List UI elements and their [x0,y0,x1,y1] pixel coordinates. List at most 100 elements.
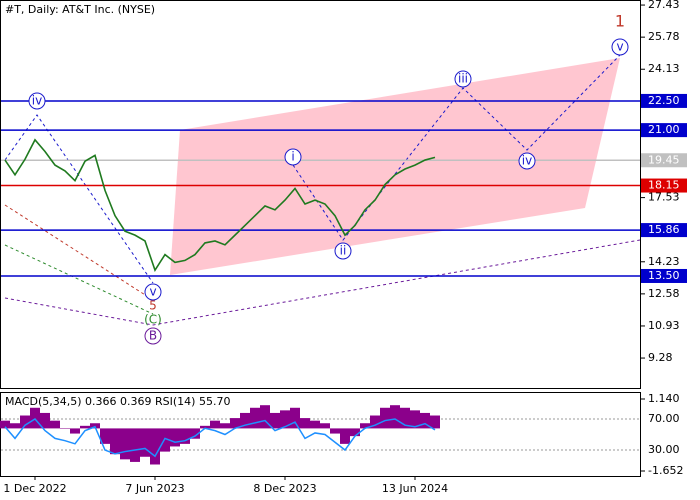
macd-bar [280,410,290,429]
macd-bar [90,423,100,429]
macd-bar [380,407,390,429]
wave-circle [611,38,629,56]
rsi-line [4,418,436,458]
y-tick-label: 14.23 [648,255,680,268]
macd-bar [300,418,310,429]
wave-label: (C) [144,313,162,327]
x-tick-label: 1 Dec 2022 [3,482,66,495]
macd-bar [400,407,410,429]
price-frame [0,0,641,389]
macd-bar [240,412,250,429]
wave-label: iv [32,94,42,108]
macd-bar [390,405,400,429]
macd-bar [430,415,440,429]
level-label-box [641,223,687,238]
x-tick-label: 13 Jun 2024 [382,482,448,495]
macd-bar [120,428,130,460]
level-label-box [641,93,687,108]
price-line [4,138,436,272]
level-label-box [641,178,687,193]
wave-label: v [149,285,156,299]
macd-bar [270,412,280,429]
macd-bar [170,428,180,447]
y-tick-label: 27.43 [648,0,680,11]
macd-bar [340,428,350,444]
level-label-box [641,153,687,168]
macd-bar [200,425,210,429]
y-tick-label: -1.652 [648,464,683,477]
level-label-box [641,123,687,138]
macd-bar [190,428,200,439]
x-tick-label: 8 Dec 2023 [253,482,316,495]
wave-circle [144,283,162,301]
macd-bar [60,428,70,429]
level-label: 21.00 [648,123,680,136]
y-tick-label: 17.53 [648,191,680,204]
macd-bar [180,428,190,444]
y-tick-label: 12.58 [648,287,680,300]
y-tick-label: 1.140 [648,392,680,405]
macd-bar [310,420,320,429]
macd-bar [230,418,240,429]
macd-bar [50,420,60,429]
macd-bar [70,428,80,434]
macd-bar [40,412,50,429]
y-tick-label: 9.28 [648,351,673,364]
indicator-title: MACD(5,34,5) 0.366 0.369 RSI(14) 55.70 [5,395,230,408]
level-label: 13.50 [648,269,680,282]
macd-bar [360,423,370,429]
macd-bar [140,428,150,457]
trend-channel [170,58,620,275]
macd-bar [290,407,300,429]
macd-bar [220,423,230,429]
macd-bar [160,428,170,452]
wave-label: v [616,40,623,54]
macd-bar [330,428,340,434]
macd-bar [10,423,20,429]
wave-circle [518,152,536,170]
macd-bar [410,410,420,429]
chart-title: #T, Daily: AT&T Inc. (NYSE) [5,3,155,16]
macd-bar [420,412,430,429]
macd-bar [80,425,90,429]
wave-label: i [291,150,294,164]
macd-bar [110,428,120,455]
macd-bar [260,405,270,429]
macd-bar [30,407,40,429]
y-tick-label: 10.93 [648,319,680,332]
y-tick-label: 24.13 [648,62,680,75]
wave-circle [28,92,46,110]
wave-circle [284,148,302,166]
level-label: 19.45 [648,153,680,166]
wave-label: iv [522,154,532,168]
macd-bar [370,415,380,429]
level-label: 18.15 [648,179,680,192]
level-label: 15.86 [648,223,680,236]
macd-bar [20,415,30,429]
macd-bar [210,420,220,429]
wave-circle [334,242,352,260]
wave-label: ii [340,244,347,258]
level-label: 22.50 [648,94,680,107]
wave-label: iii [458,72,468,86]
macd-bar [350,428,360,437]
macd-bar [130,428,140,462]
macd-bar [0,420,10,429]
indicator-frame [0,392,641,477]
wave-label: 5 [149,299,157,313]
x-tick-label: 7 Jun 2023 [125,482,184,495]
wave-label: 1 [615,12,625,31]
level-label-box [641,268,687,283]
y2-tick-label: 70.00 [648,412,680,425]
wave-label: B [149,329,157,343]
macd-bar [320,423,330,429]
macd-bar [100,428,110,444]
wave-circle [144,327,162,345]
y-tick-label: 25.78 [648,30,680,43]
macd-bar [150,428,160,465]
macd-bar [250,407,260,429]
wave-circle [454,70,472,88]
y2-tick-label: 30.00 [648,443,680,456]
wave-paths [4,54,641,326]
